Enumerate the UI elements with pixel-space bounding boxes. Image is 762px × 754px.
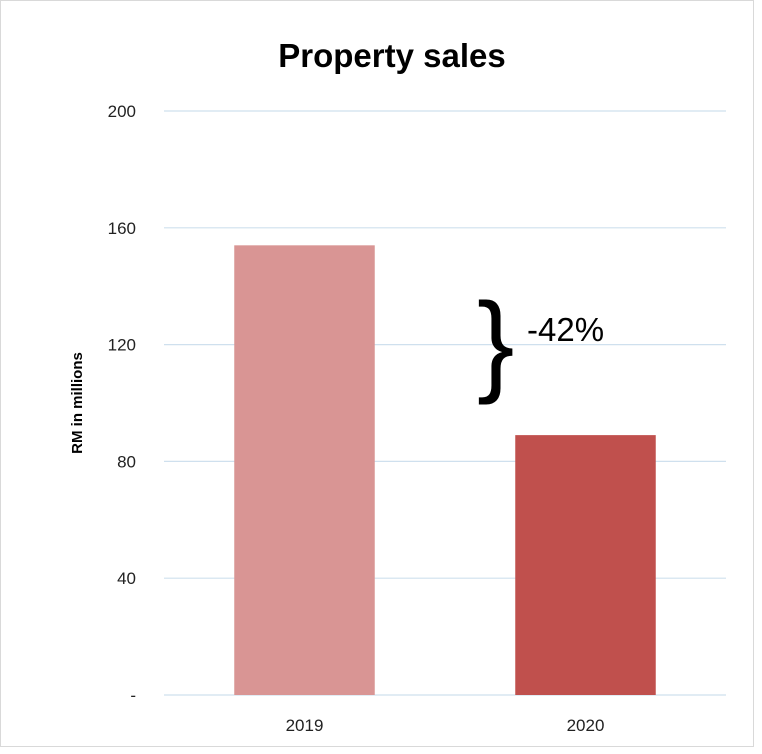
brace-annotation: } xyxy=(477,280,514,405)
y-tick-label: 40 xyxy=(117,569,136,588)
percent-change-label: -42% xyxy=(527,311,604,348)
y-tick-label: - xyxy=(130,686,136,705)
y-tick-label: 160 xyxy=(108,219,136,238)
bar-2020 xyxy=(515,435,656,695)
y-axis-ticks: - 40 80 120 160 200 xyxy=(108,102,136,705)
bars xyxy=(234,245,656,695)
y-tick-label: 80 xyxy=(117,452,136,471)
bar-2019 xyxy=(234,245,375,695)
x-axis-ticks: 2019 2020 xyxy=(286,716,605,735)
y-axis-label: RM in millions xyxy=(69,352,86,454)
x-tick-label: 2019 xyxy=(286,716,324,735)
x-tick-label: 2020 xyxy=(567,716,605,735)
y-tick-label: 120 xyxy=(108,336,136,355)
y-tick-label: 200 xyxy=(108,102,136,121)
chart-title: Property sales xyxy=(278,37,505,74)
